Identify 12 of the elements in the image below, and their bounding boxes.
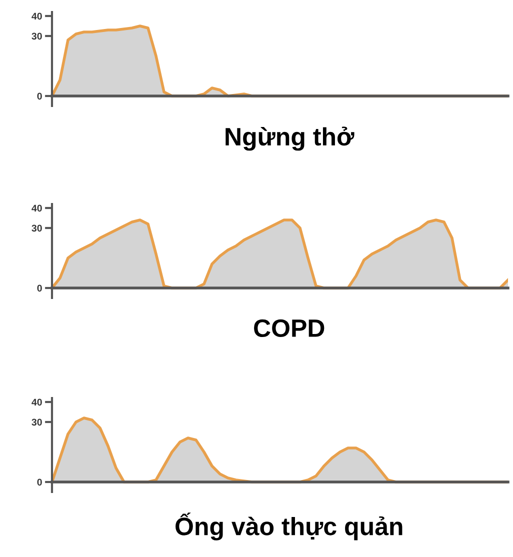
y-tick-label: 30 bbox=[32, 32, 42, 40]
y-tick-label: 30 bbox=[32, 418, 42, 426]
x-axis-title: Ống vào thực quản bbox=[176, 512, 402, 540]
x-axis-title: Ngừng thở bbox=[226, 126, 354, 151]
y-tick-label: 0 bbox=[37, 284, 42, 292]
y-tick-label: 30 bbox=[32, 224, 42, 232]
y-tick-label: 40 bbox=[32, 398, 42, 406]
y-tick-label: 0 bbox=[37, 92, 42, 100]
x-axis-title: COPD bbox=[254, 319, 324, 338]
y-tick-label: 0 bbox=[37, 478, 42, 486]
y-tick-label: 40 bbox=[32, 204, 42, 212]
y-tick-label: 40 bbox=[32, 12, 42, 20]
